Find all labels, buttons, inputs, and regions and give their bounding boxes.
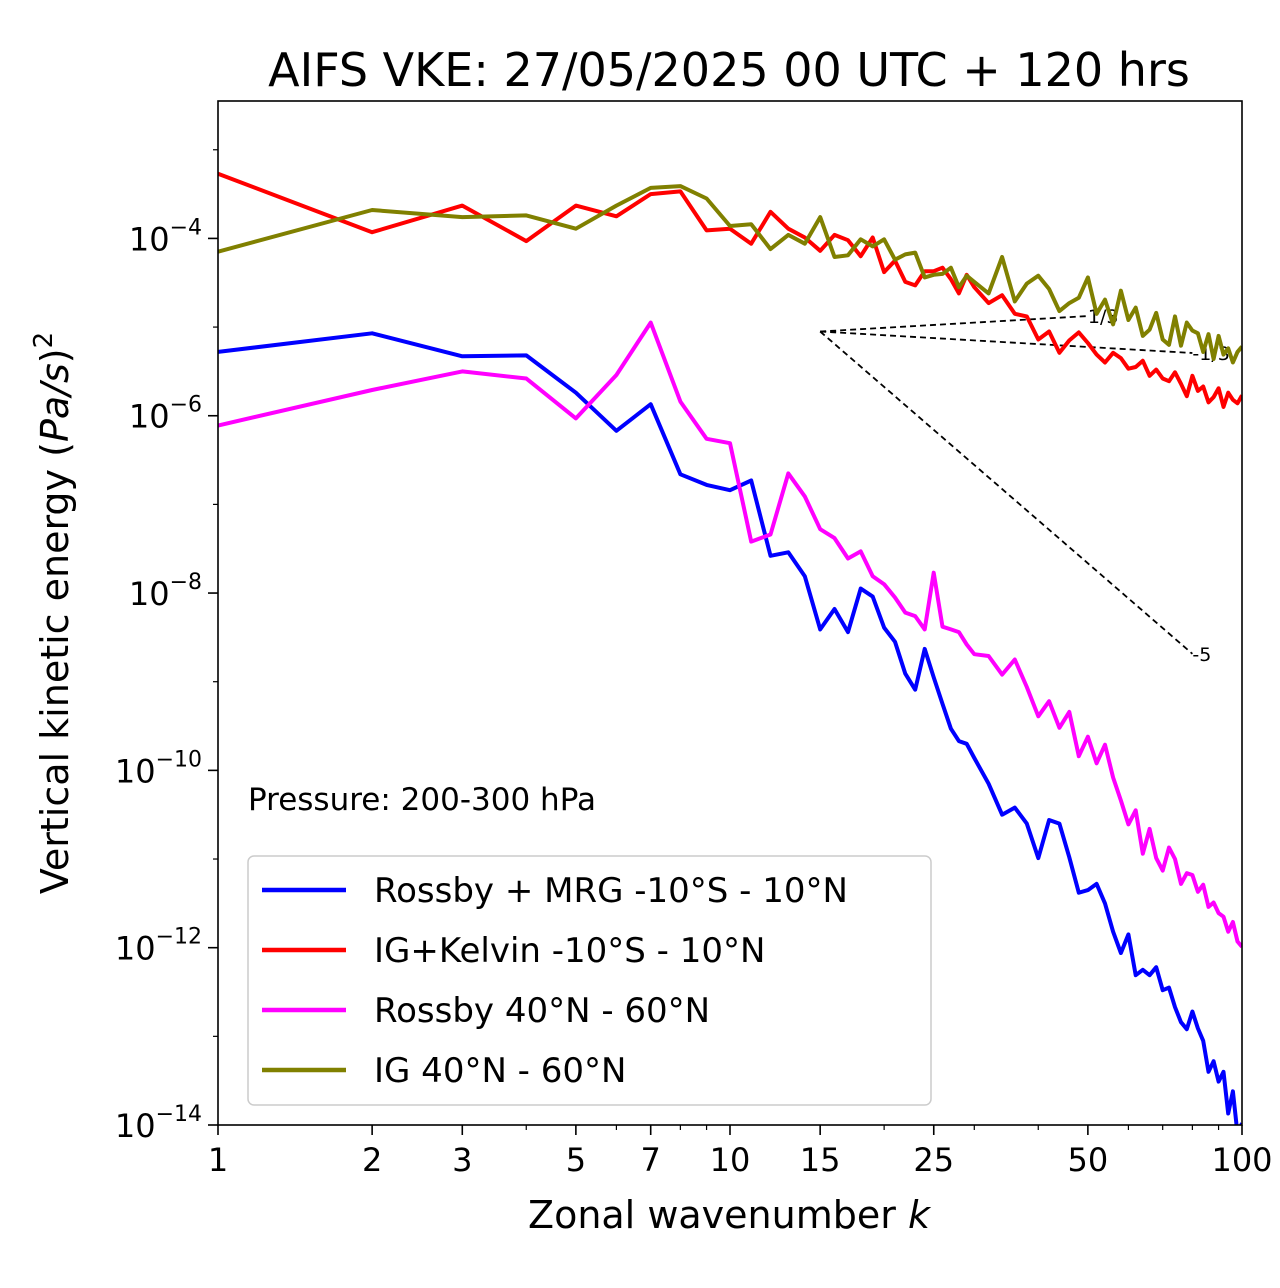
x-tick-label: 1: [208, 1141, 228, 1179]
y-tick-label: 10−10: [115, 747, 202, 790]
y-tick-label: 10−14: [115, 1102, 202, 1145]
plot-frame: [217, 100, 1243, 1126]
legend: Rossby + MRG -10°S - 10°N IG+Kelvin -10°S…: [247, 855, 932, 1106]
reference-slopes: 1/3-1/3-5: [819, 306, 1230, 666]
legend-entry-label: IG+Kelvin -10°S - 10°N: [374, 931, 765, 971]
y-axis-label-main: Vertical kinetic energy (: [33, 442, 77, 894]
y-tick-label: 10−12: [115, 925, 202, 968]
legend-box: [247, 855, 932, 1106]
x-tick-label: 3: [452, 1141, 472, 1179]
x-tick-label: 50: [1068, 1141, 1109, 1179]
series-line: [218, 171, 1242, 409]
legend-entry-label: Rossby + MRG -10°S - 10°N: [374, 871, 848, 911]
x-tick-label: 2: [362, 1141, 382, 1179]
reference-slope-line: [819, 330, 1193, 655]
reference-slope-label: -5: [1192, 644, 1211, 666]
legend-entry-label: IG 40°N - 60°N: [374, 1051, 626, 1091]
series-line: [218, 320, 1242, 949]
x-axis-label: Zonal wavenumber k: [528, 1193, 932, 1237]
y-axis-label-close: ): [33, 348, 77, 363]
x-tick-label: 7: [641, 1141, 661, 1179]
x-axis-label-main: Zonal wavenumber: [528, 1193, 908, 1237]
pressure-annotation: Pressure: 200-300 hPa: [248, 782, 596, 818]
reference-slope-line: [820, 315, 1088, 333]
x-tick-label: 25: [913, 1141, 954, 1179]
series-lines: [218, 171, 1242, 1125]
y-tick-label: 10−4: [129, 215, 202, 258]
y-tick-label: 10−8: [129, 570, 202, 613]
axis-ticks: 1 2 3 5 7 10 15 25 50 100 10−4 10−6 10−8 10−10 10−12 10…: [115, 149, 1273, 1179]
x-tick-label: 15: [800, 1141, 841, 1179]
y-axis-label-unit: Pa/s: [33, 363, 77, 442]
x-tick-label: 10: [710, 1141, 751, 1179]
svg-text:Vertical kinetic energy (Pa/s): Vertical kinetic energy (Pa/s)2: [29, 332, 77, 894]
legend-entry-label: Rossby 40°N - 60°N: [374, 991, 710, 1031]
x-axis-label-var: k: [908, 1193, 932, 1237]
series-line: [218, 184, 1242, 365]
x-tick-label: 100: [1211, 1141, 1272, 1179]
series-line: [218, 331, 1242, 1125]
x-tick-label: 5: [566, 1141, 586, 1179]
y-tick-label: 10−6: [129, 393, 202, 436]
reference-slope-line: [820, 330, 1193, 354]
y-axis-label: Vertical kinetic energy (Pa/s)2: [29, 332, 77, 894]
y-axis-label-sup: 2: [29, 332, 59, 349]
chart-title: AIFS VKE: 27/05/2025 00 UTC + 120 hrs: [268, 43, 1190, 97]
